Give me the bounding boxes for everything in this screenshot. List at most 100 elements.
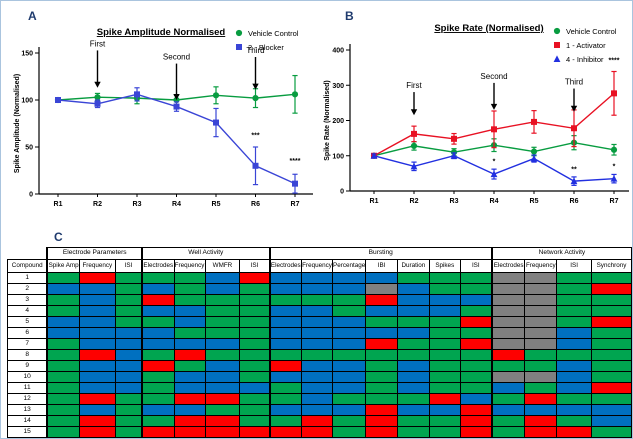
- heatmap-cell: [365, 316, 398, 328]
- heatmap-cell: [524, 316, 558, 328]
- heatmap-cell: [268, 404, 303, 416]
- heatmap-cell: [396, 338, 430, 350]
- heatmap-cell: [204, 437, 241, 438]
- heatmap-cell: [114, 327, 143, 339]
- y-axis-label: Spike Rate (Normalised): [324, 80, 331, 161]
- heatmap-cell: [204, 404, 241, 416]
- heatmap-cell: [78, 404, 116, 416]
- heatmap-cell: [114, 305, 143, 317]
- significance-mark: ****: [290, 158, 301, 165]
- heatmap-cell: [141, 349, 175, 361]
- y-tick-label: 100: [332, 153, 344, 160]
- heatmap-cell: [365, 415, 398, 427]
- column-header: Electrodes: [268, 259, 303, 273]
- compound-label: 3: [7, 294, 48, 306]
- column-header: Synchrony: [590, 259, 632, 273]
- heatmap-cell: [114, 393, 143, 405]
- heatmap-cell: [590, 338, 632, 350]
- heatmap-cell: [46, 426, 80, 438]
- x-tick-label: R7: [610, 198, 619, 205]
- heatmap-cell: [204, 283, 241, 295]
- heatmap-cell: [428, 360, 461, 372]
- x-tick-label: R2: [93, 201, 102, 208]
- heatmap-cell: [268, 338, 303, 350]
- heatmap-cell: [301, 272, 334, 284]
- legend-label: 4 - Inhibitor: [566, 55, 604, 64]
- data-point-marker: [134, 91, 140, 98]
- heatmap-cell: [78, 437, 116, 438]
- heatmap-cell: [46, 305, 80, 317]
- heatmap-cell: [204, 316, 241, 328]
- data-point-marker: [94, 94, 101, 101]
- heatmap-cell: [78, 393, 116, 405]
- y-tick-label: 0: [340, 189, 344, 196]
- heatmap-cell: [428, 272, 461, 284]
- heatmap-cell: [524, 305, 558, 317]
- heatmap-cell: [428, 437, 461, 438]
- heatmap-cell: [173, 404, 206, 416]
- heatmap-cell: [365, 305, 398, 317]
- heatmap-cell: [78, 327, 116, 339]
- heatmap-cell: [78, 349, 116, 361]
- compound-label: 12: [7, 393, 48, 405]
- heatmap-cell: [428, 382, 461, 394]
- panel-b-label: B: [345, 9, 354, 23]
- heatmap-cell: [173, 294, 206, 306]
- heatmap-cell: [141, 382, 175, 394]
- heatmap-cell: [396, 426, 430, 438]
- compound-label: 4: [7, 305, 48, 317]
- heatmap-cell: [428, 283, 461, 295]
- heatmap-cell: [268, 283, 303, 295]
- heatmap-cell: [239, 316, 271, 328]
- heatmap-cell: [173, 393, 206, 405]
- chart-title: Spike Rate (Normalised): [434, 23, 543, 34]
- heatmap-cell: [365, 360, 398, 372]
- compound-label: 7: [7, 338, 48, 350]
- heatmap-cell: [204, 327, 241, 339]
- heatmap-cell: [239, 283, 271, 295]
- heatmap-cell: [396, 382, 430, 394]
- heatmap-cell: [173, 283, 206, 295]
- heatmap-cell: [490, 415, 526, 427]
- heatmap-cell: [428, 338, 461, 350]
- heatmap-cell: [332, 415, 367, 427]
- heatmap-cell: [590, 327, 632, 339]
- heatmap-cell: [46, 415, 80, 427]
- heatmap-cell: [239, 393, 271, 405]
- heatmap-cell: [173, 371, 206, 383]
- heatmap-cell: [459, 426, 493, 438]
- heatmap-cell: [490, 437, 526, 438]
- data-point-marker: [94, 100, 101, 107]
- heatmap-cell: [428, 349, 461, 361]
- heatmap-cell: [428, 294, 461, 306]
- heatmap-cell: [173, 316, 206, 328]
- heatmap-cell: [141, 371, 175, 383]
- heatmap-cell: [365, 283, 398, 295]
- data-point-marker: [531, 118, 537, 125]
- heatmap-cell: [268, 437, 303, 438]
- data-point-marker: [553, 27, 561, 35]
- panel-c-label: C: [54, 230, 63, 244]
- heatmap-cell: [556, 283, 592, 295]
- heatmap-cell: [268, 294, 303, 306]
- heatmap-cell: [459, 305, 493, 317]
- y-tick-label: 100: [21, 98, 33, 105]
- heatmap-cell: [332, 272, 367, 284]
- heatmap-cell: [114, 349, 143, 361]
- heatmap-cell: [141, 338, 175, 350]
- heatmap-cell: [78, 371, 116, 383]
- column-header: Duration: [396, 259, 430, 273]
- column-header: Frequency: [173, 259, 206, 273]
- heatmap-cell: [490, 338, 526, 350]
- heatmap-cell: [204, 393, 241, 405]
- heatmap-cell: [556, 393, 592, 405]
- heatmap-cell: [590, 305, 632, 317]
- heatmap-cell: [365, 327, 398, 339]
- heatmap-cell: [173, 349, 206, 361]
- arrowhead-icon: [252, 83, 259, 90]
- heatmap-cell: [268, 327, 303, 339]
- column-header: Electrodes: [490, 259, 526, 273]
- heatmap-cell: [141, 415, 175, 427]
- data-point-marker: [610, 146, 618, 153]
- heatmap-cell: [46, 272, 80, 284]
